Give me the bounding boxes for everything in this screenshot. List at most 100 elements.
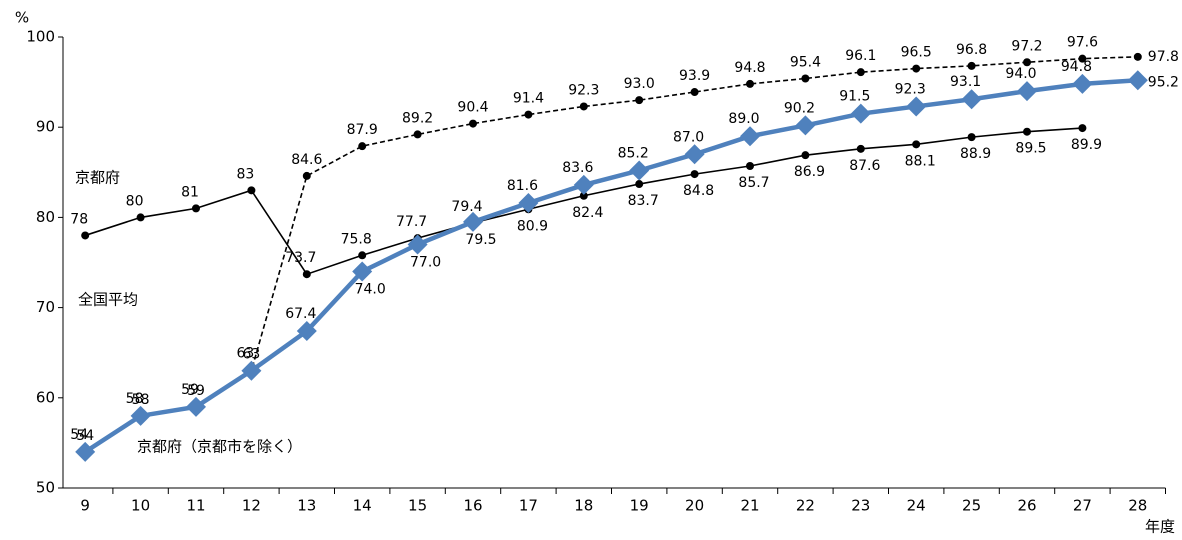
y-tick-label: 100 — [26, 28, 55, 46]
data-label: 93.9 — [679, 68, 710, 84]
x-tick-label: 21 — [740, 497, 759, 515]
data-label: 85.7 — [738, 175, 769, 191]
x-tick-label: 12 — [242, 497, 261, 515]
marker — [579, 102, 588, 111]
marker — [1078, 124, 1087, 133]
marker — [850, 103, 871, 124]
marker — [192, 204, 200, 213]
x-tick-label: 18 — [574, 497, 593, 515]
marker — [524, 110, 533, 119]
y-axis-label: % — [15, 9, 29, 27]
marker — [1078, 54, 1087, 63]
marker — [795, 115, 816, 136]
data-label: 74.0 — [355, 282, 386, 298]
data-label: 90.4 — [457, 100, 488, 116]
marker — [746, 161, 754, 170]
x-tick-label: 13 — [297, 497, 316, 515]
x-tick-label: 16 — [463, 497, 482, 515]
marker — [629, 160, 650, 181]
marker — [352, 261, 373, 282]
x-tick-label: 27 — [1073, 497, 1092, 515]
marker — [801, 151, 810, 160]
marker — [635, 180, 644, 189]
data-label: 97.6 — [1067, 35, 1098, 51]
y-tick-label: 50 — [36, 479, 55, 497]
data-label: 83 — [236, 166, 254, 182]
marker — [1023, 127, 1031, 136]
series-line — [83, 78, 1138, 454]
marker — [967, 133, 976, 142]
data-label: 87.9 — [347, 122, 378, 138]
data-label: 87.6 — [849, 158, 880, 174]
x-tick-label: 25 — [962, 497, 981, 515]
marker — [801, 74, 810, 83]
marker — [186, 396, 206, 417]
data-label: 93.1 — [950, 74, 981, 90]
marker — [1072, 73, 1093, 94]
data-label: 86.9 — [794, 164, 825, 180]
marker — [912, 140, 921, 149]
data-label: 63 — [236, 346, 254, 362]
marker — [241, 360, 262, 381]
data-label: 89.9 — [1071, 137, 1102, 153]
data-label: 67.4 — [285, 306, 316, 322]
marker — [856, 68, 865, 77]
marker — [635, 96, 644, 105]
data-label: 84.6 — [291, 152, 322, 168]
data-label: 91.4 — [513, 91, 544, 107]
x-tick-label: 24 — [907, 497, 926, 515]
data-label: 88.1 — [905, 153, 936, 169]
data-label: 97.2 — [1011, 38, 1042, 54]
data-label: 92.3 — [568, 82, 599, 98]
x-tick-label: 28 — [1128, 497, 1147, 515]
data-label: 63 — [242, 347, 260, 363]
x-axis-label: 年度 — [1145, 518, 1175, 536]
data-label: 94.0 — [1005, 66, 1036, 82]
data-label: 91.5 — [839, 89, 870, 105]
data-label: 54 — [70, 427, 88, 443]
data-label: 77.7 — [396, 214, 427, 230]
series-line — [84, 56, 1138, 453]
marker — [856, 144, 865, 153]
data-label: 93.0 — [624, 76, 655, 92]
data-label: 96.1 — [845, 48, 876, 64]
series-name: 全国平均 — [78, 291, 138, 309]
data-label: 89.5 — [1015, 141, 1046, 157]
marker — [136, 213, 145, 222]
marker — [358, 251, 367, 260]
marker — [690, 88, 699, 97]
data-label: 82.4 — [572, 205, 603, 221]
series-line — [84, 127, 1083, 276]
data-label: 58 — [132, 392, 150, 408]
data-label: 88.9 — [960, 146, 991, 162]
marker — [247, 186, 256, 195]
x-tick-label: 11 — [186, 497, 205, 515]
marker — [358, 142, 367, 151]
data-label: 79.4 — [451, 199, 482, 215]
marker — [912, 64, 921, 73]
data-label: 79.5 — [465, 232, 496, 248]
data-label: 95.4 — [790, 54, 821, 70]
data-label: 89.2 — [402, 110, 433, 126]
y-tick-label: 80 — [36, 208, 55, 226]
marker — [302, 270, 311, 279]
data-label: 59 — [181, 382, 199, 398]
x-tick-label: 17 — [519, 497, 538, 515]
data-label: 77.0 — [410, 254, 441, 270]
data-label: 80.9 — [517, 218, 548, 234]
data-label: 96.8 — [956, 42, 987, 58]
data-label: 96.5 — [901, 45, 932, 61]
marker — [518, 192, 539, 213]
data-label: 78 — [70, 211, 88, 227]
x-tick-label: 9 — [80, 497, 90, 515]
series-name: 京都府 — [75, 169, 120, 187]
marker — [573, 174, 594, 195]
series-name: 京都府（京都市を除く） — [137, 438, 302, 456]
marker — [906, 96, 927, 117]
marker — [407, 234, 428, 255]
x-tick-label: 22 — [796, 497, 815, 515]
data-label: 59 — [187, 383, 205, 399]
marker — [684, 144, 705, 165]
marker — [413, 130, 422, 139]
marker — [746, 79, 754, 88]
